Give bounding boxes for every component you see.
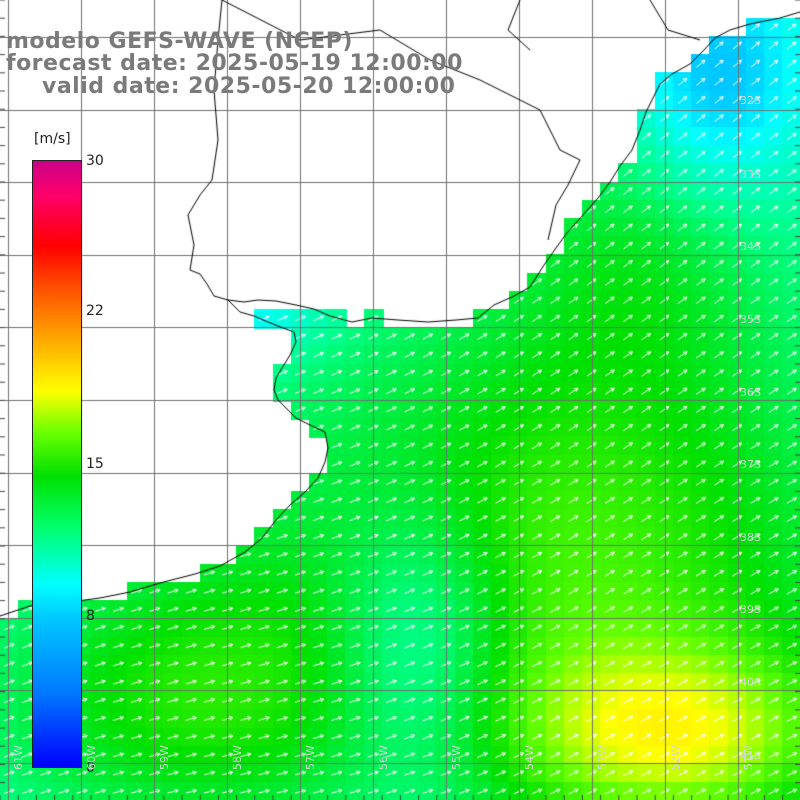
- lon-label-59w: 59W: [158, 745, 171, 770]
- lon-label-54w: 54W: [523, 745, 536, 770]
- lat-label-41s: 41S: [740, 749, 761, 762]
- lat-label-37s: 37S: [740, 458, 761, 471]
- lon-label-61w: 61W: [12, 745, 25, 770]
- colorbar-tick-0: 0: [86, 760, 95, 776]
- map-title-model: modelo GEFS-WAVE (NCEP): [6, 29, 353, 54]
- lat-label-32s: 32S: [740, 94, 761, 107]
- lat-label-33s: 33S: [740, 168, 761, 181]
- lon-label-55w: 55W: [450, 745, 463, 770]
- lon-label-53w: 53W: [596, 745, 609, 770]
- colorbar-tick-8: 8: [86, 608, 95, 624]
- lon-label-60w: 60W: [85, 745, 98, 770]
- lon-label-58w: 58W: [231, 745, 244, 770]
- colorbar-tick-30: 30: [86, 153, 104, 169]
- colorbar-tick-22: 22: [86, 303, 104, 319]
- lon-label-51w: 51W: [742, 745, 755, 770]
- lat-label-34s: 34S: [740, 240, 761, 253]
- colorbar-unit-label: [m/s]: [34, 131, 71, 147]
- lat-label-40s: 40S: [740, 676, 761, 689]
- lat-label-35s: 35S: [740, 313, 761, 326]
- lat-label-38s: 38S: [740, 531, 761, 544]
- lat-label-36s: 36S: [740, 386, 761, 399]
- map-title-forecast-date: forecast date: 2025-05-19 12:00:00: [6, 51, 463, 76]
- colorbar: [32, 160, 82, 768]
- colorbar-tick-15: 15: [86, 456, 104, 472]
- map-title-valid-date: valid date: 2025-05-20 12:00:00: [42, 74, 456, 99]
- lon-label-56w: 56W: [377, 745, 390, 770]
- lon-label-52w: 52W: [669, 745, 682, 770]
- lon-label-57w: 57W: [304, 745, 317, 770]
- lat-label-39s: 39S: [740, 603, 761, 616]
